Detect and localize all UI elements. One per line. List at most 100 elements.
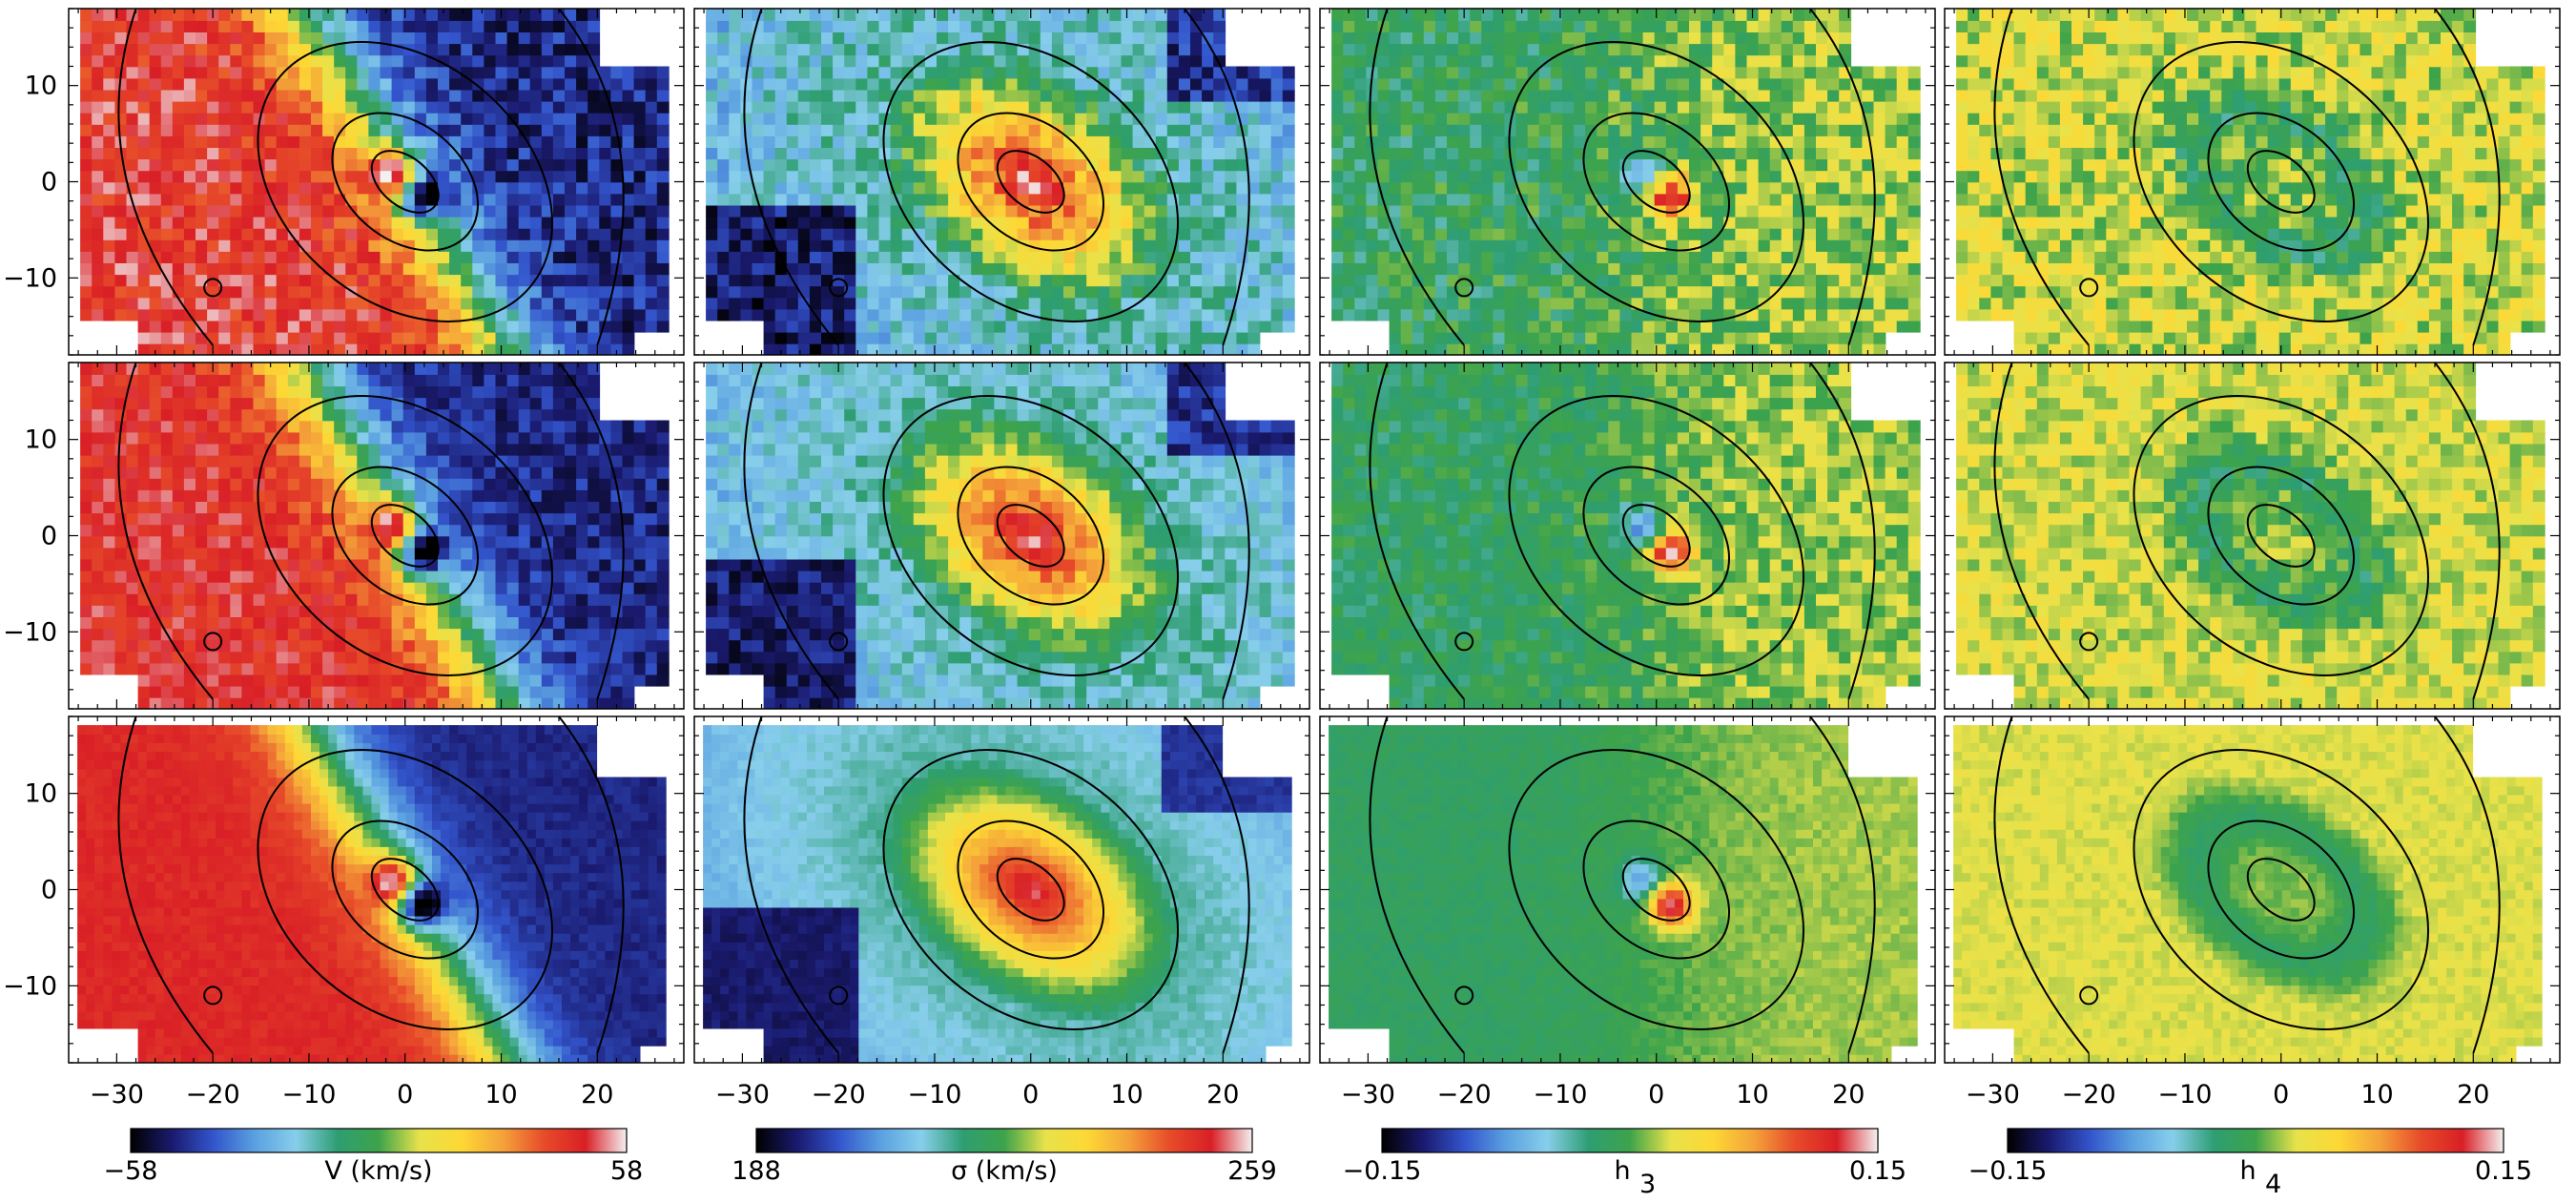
map-cell xyxy=(184,298,196,310)
map-cell xyxy=(1225,182,1237,195)
map-cell xyxy=(914,158,926,171)
map-cell xyxy=(334,78,346,91)
map-cell xyxy=(1122,90,1134,102)
map-cell xyxy=(1493,20,1505,32)
map-cell xyxy=(1086,135,1099,148)
map-cell xyxy=(1839,78,1851,91)
map-cell xyxy=(1156,343,1168,356)
map-cell xyxy=(1990,285,2003,298)
map-cell xyxy=(92,101,104,114)
map-cell xyxy=(1979,228,1991,240)
map-cell xyxy=(1331,298,1344,310)
map-cell xyxy=(299,194,312,206)
map-cell xyxy=(1190,321,1203,333)
map-cell xyxy=(114,182,127,195)
map-cell xyxy=(657,239,670,252)
map-cell xyxy=(1700,343,1713,356)
map-cell xyxy=(138,332,151,344)
map-cell xyxy=(254,217,266,229)
map-cell xyxy=(1793,194,1805,206)
map-cell xyxy=(1283,124,1295,136)
map-cell xyxy=(775,113,788,125)
map-cell xyxy=(553,251,566,263)
map-cell xyxy=(138,101,151,114)
map-cell xyxy=(173,113,185,125)
map-cell xyxy=(1505,274,1517,286)
map-cell xyxy=(706,285,718,298)
map-cell xyxy=(2037,205,2050,218)
map-cell xyxy=(1505,182,1517,195)
map-cell xyxy=(1458,298,1471,310)
map-cell xyxy=(1747,217,1760,229)
map-cell xyxy=(484,262,496,275)
map-cell xyxy=(1528,332,1540,344)
map-cell xyxy=(1897,101,1909,114)
map-cell xyxy=(1979,285,1991,298)
map-cell xyxy=(1271,309,1284,321)
map-cell xyxy=(1528,274,1540,286)
map-cell xyxy=(1619,90,1632,102)
map-cell xyxy=(265,251,278,263)
map-cell xyxy=(1735,170,1747,182)
map-cell xyxy=(230,147,242,159)
map-cell xyxy=(565,194,577,206)
map-cell xyxy=(114,217,127,229)
map-cell xyxy=(959,9,972,21)
map-cell xyxy=(1366,113,1378,125)
map-cell xyxy=(1366,54,1378,67)
map-cell xyxy=(265,101,278,114)
map-cell xyxy=(1505,217,1517,229)
map-cell xyxy=(1979,124,1991,136)
map-cell xyxy=(496,20,508,32)
map-cell xyxy=(507,135,520,148)
map-cell xyxy=(1260,124,1272,136)
map-cell xyxy=(787,20,799,32)
map-cell xyxy=(150,182,162,195)
map-cell xyxy=(1827,78,1840,91)
map-cell xyxy=(218,78,231,91)
map-cell xyxy=(218,135,231,148)
map-cell xyxy=(867,90,879,102)
map-cell xyxy=(565,309,577,321)
map-cell xyxy=(496,251,508,263)
map-cell xyxy=(879,54,892,67)
map-cell xyxy=(1827,20,1840,32)
map-cell xyxy=(1366,262,1378,275)
map-cell xyxy=(634,182,647,195)
map-cell xyxy=(833,332,845,344)
map-cell xyxy=(230,274,242,286)
map-cell xyxy=(1723,343,1736,356)
map-cell xyxy=(322,135,335,148)
map-cell xyxy=(553,158,566,171)
map-cell xyxy=(565,298,577,310)
map-cell xyxy=(994,262,1006,275)
map-cell xyxy=(1551,31,1563,44)
map-cell xyxy=(599,285,611,298)
map-cell xyxy=(472,124,484,136)
map-cell xyxy=(449,124,462,136)
map-cell xyxy=(1041,20,1053,32)
map-cell xyxy=(2014,101,2027,114)
map-cell xyxy=(196,31,208,44)
map-cell xyxy=(1839,20,1851,32)
map-cell xyxy=(1283,217,1295,229)
map-cell xyxy=(1632,205,1644,218)
map-cell xyxy=(345,101,358,114)
map-cell xyxy=(311,124,323,136)
map-cell xyxy=(241,194,254,206)
map-cell xyxy=(241,158,254,171)
map-cell xyxy=(1190,194,1203,206)
map-cell xyxy=(496,124,508,136)
map-cell xyxy=(496,182,508,195)
map-cell xyxy=(1723,43,1736,55)
map-cell xyxy=(1689,194,1701,206)
map-cell xyxy=(1144,54,1157,67)
map-cell xyxy=(833,228,845,240)
map-cell xyxy=(1052,31,1064,44)
map-cell xyxy=(1390,274,1402,286)
map-cell xyxy=(1133,274,1145,286)
map-cell xyxy=(507,158,520,171)
map-cell xyxy=(1655,20,1667,32)
map-cell xyxy=(1597,182,1609,195)
map-cell xyxy=(1770,321,1783,333)
